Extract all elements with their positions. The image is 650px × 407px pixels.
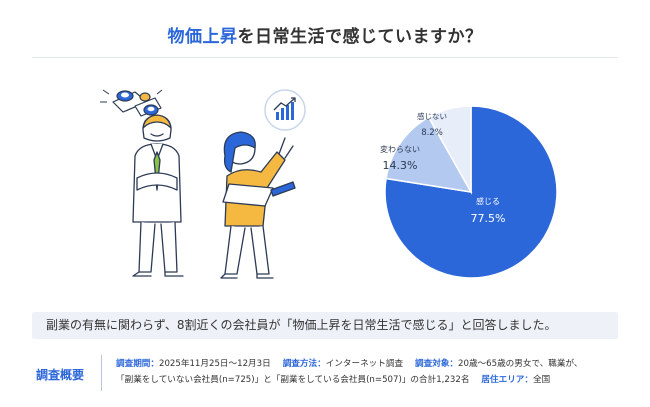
illustration-office-workers (100, 89, 306, 279)
overview-line-2: 「副業をしていない会社員(n=725)」と「副業をしている会社員(n=507)」… (116, 372, 636, 388)
pie-chart: 感じる 77.5% 変わらない 14.3% 感じない 8.2% (380, 105, 558, 279)
pie-slice (427, 105, 472, 195)
method-label: 調査方法： (282, 359, 326, 369)
pie-slice (385, 116, 473, 193)
period-value: 2025年11月25日〜12月3日 (158, 359, 271, 369)
target-value: 20歳〜65歳の男女で、職業が、 (458, 359, 583, 369)
overview-divider (101, 355, 102, 391)
title-highlight: 物価上昇 (167, 27, 238, 47)
woman-figure (220, 131, 296, 279)
summary-text: 副業の有無に関わらず、8割近くの会社員が「物価上昇を日常生活で感じる」と回答しま… (32, 312, 618, 339)
page-title: 物価上昇を日常生活で感じていますか？ (0, 22, 650, 47)
man-figure (132, 114, 184, 277)
title-divider (32, 57, 618, 58)
overview-label: 調査概要 (36, 368, 85, 382)
pie-slice (384, 105, 558, 279)
chart-bubble-icon (264, 89, 306, 131)
area-label: 居住エリア： (481, 375, 533, 385)
slice-value-label: 77.5% (471, 212, 506, 225)
overview-line-1: 調査期間：2025年11月25日〜12月3日 調査方法：インターネット調査 調査対象… (116, 356, 636, 372)
coins-icon (100, 89, 163, 117)
slice-value-label: 14.3% (383, 159, 418, 172)
slice-label: 変わらない (380, 144, 420, 154)
slice-value-label: 8.2% (421, 128, 443, 138)
method-value: インターネット調査 (325, 359, 404, 369)
slice-label: 感じない (417, 111, 447, 121)
overview-details: 調査期間：2025年11月25日〜12月3日 調査方法：インターネット調査 調査対象… (116, 356, 636, 388)
target-label: 調査対象： (415, 359, 459, 369)
title-rest: を日常生活で感じていますか？ (237, 27, 483, 47)
target-value-2: 「副業をしていない会社員(n=725)」と「副業をしている会社員(n=507)」… (116, 375, 470, 385)
period-label: 調査期間： (116, 359, 159, 369)
area-value: 全国 (533, 375, 551, 385)
slice-label: 感じる (476, 196, 500, 206)
